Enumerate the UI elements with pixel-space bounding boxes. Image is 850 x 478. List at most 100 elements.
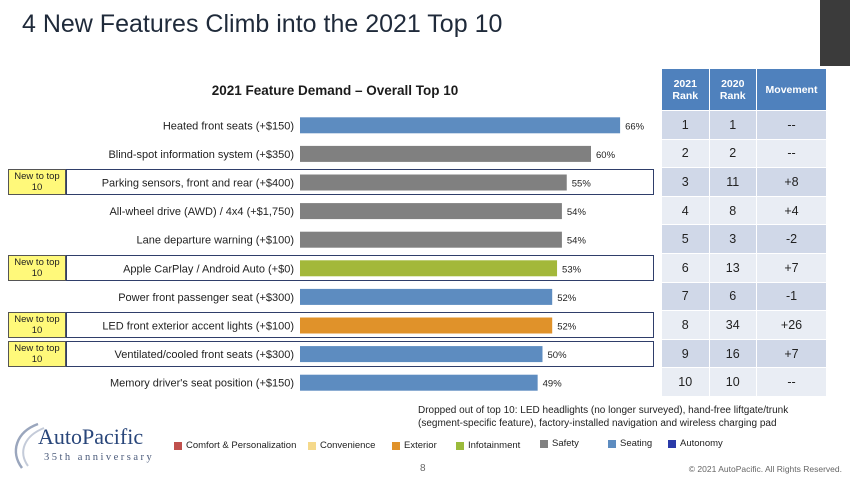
table-row: 3 11 +8 (661, 167, 827, 197)
value-label: 49% (543, 379, 563, 390)
movement-cell: +8 (756, 167, 827, 197)
corner-decoration (820, 0, 850, 66)
rank-2021-cell: 1 (661, 110, 710, 140)
page-number: 8 (420, 463, 426, 474)
movement-cell: -2 (756, 224, 827, 254)
bar (300, 203, 562, 220)
rank-2021-cell: 3 (661, 167, 710, 197)
bar (300, 145, 591, 162)
legend-item: Autonomy (668, 438, 723, 449)
legend-label: Comfort & Personalization (186, 440, 297, 451)
category-label: All-wheel drive (AWD) / 4x4 (+$1,750) (109, 206, 294, 218)
legend-swatch (456, 441, 464, 450)
category-label: Memory driver's seat position (+$150) (110, 378, 294, 390)
rank-2021-cell: 2 (661, 138, 710, 169)
new-to-top10-badge: New to top 10 (8, 312, 66, 339)
rank-2020-cell: 11 (708, 167, 757, 197)
value-label: 53% (562, 264, 582, 275)
category-label: Apple CarPlay / Android Auto (+$0) (123, 263, 294, 275)
legend-item: Comfort & Personalization (174, 440, 296, 451)
value-label: 52% (557, 322, 577, 333)
new-feature-row-frame (66, 169, 654, 196)
rank-2020-cell: 6 (708, 281, 757, 312)
bar (300, 346, 543, 363)
legend-swatch (174, 441, 182, 450)
logo-name: AutoPacific (38, 424, 144, 449)
header-2020-rank: 2020 Rank (708, 68, 757, 111)
new-feature-row-frame (66, 255, 654, 281)
slide-title: 4 New Features Climb into the 2021 Top 1… (22, 10, 503, 38)
category-label: Blind-spot information system (+$350) (108, 149, 294, 161)
value-label: 54% (567, 236, 587, 247)
rank-2020-cell: 34 (708, 310, 757, 340)
movement-cell: +7 (756, 252, 827, 283)
value-label: 66% (625, 121, 645, 132)
table-row: 7 6 -1 (661, 281, 827, 312)
chart-title: 2021 Feature Demand – Overall Top 10 (211, 83, 459, 98)
table-row: 5 3 -2 (661, 224, 827, 254)
value-label: 54% (567, 207, 587, 218)
movement-cell: +4 (756, 195, 827, 226)
rank-2021-cell: 6 (661, 252, 710, 283)
movement-cell: +26 (756, 310, 827, 340)
header-2021-rank: 2021 Rank (661, 68, 710, 111)
new-feature-row-frame (66, 340, 654, 367)
bar (300, 374, 538, 391)
legend-swatch (392, 441, 400, 450)
table-row: 4 8 +4 (661, 195, 827, 226)
bar-chart: Heated front seats (+$150) 66% Blind-spot … (102, 117, 645, 391)
bar (300, 231, 562, 248)
rank-2021-cell: 9 (661, 338, 710, 369)
legend-label: Infotainment (468, 440, 521, 451)
rank-2020-cell: 8 (708, 195, 757, 226)
table-row: 2 2 -- (661, 138, 827, 169)
category-label: Lane departure warning (+$100) (137, 235, 294, 247)
legend-item: Infotainment (456, 440, 520, 451)
movement-cell: -- (756, 110, 827, 140)
table-row: 6 13 +7 (661, 252, 827, 283)
table-row: 8 34 +26 (661, 310, 827, 340)
movement-cell: +7 (756, 338, 827, 369)
rank-2020-cell: 1 (708, 110, 757, 140)
movement-cell: -- (756, 138, 827, 169)
rank-2020-cell: 3 (708, 224, 757, 254)
rank-2021-cell: 5 (661, 224, 710, 254)
table-row: 10 10 -- (661, 367, 827, 397)
movement-cell: -- (756, 367, 827, 397)
rank-2020-cell: 13 (708, 252, 757, 283)
autopacific-logo: AutoPacific 35th anniversary (8, 418, 168, 474)
legend-label: Exterior (404, 440, 437, 451)
value-label: 60% (596, 150, 616, 161)
legend-item: Exterior (392, 440, 437, 451)
legend-swatch (668, 439, 676, 448)
rank-2020-cell: 2 (708, 138, 757, 169)
legend-swatch (608, 439, 616, 448)
value-label: 50% (548, 350, 568, 361)
rank-2021-cell: 10 (661, 367, 710, 397)
new-to-top10-badge: New to top 10 (8, 169, 66, 196)
category-label: Heated front seats (+$150) (163, 120, 294, 132)
legend-item: Seating (608, 438, 652, 449)
legend-label: Safety (552, 438, 579, 449)
new-to-top10-badge: New to top 10 (8, 255, 66, 281)
category-label: Power front passenger seat (+$300) (118, 292, 294, 304)
new-to-top10-badge: New to top 10 (8, 340, 66, 367)
category-label: Parking sensors, front and rear (+$400) (102, 178, 294, 190)
legend-swatch (308, 441, 316, 450)
legend-label: Autonomy (680, 438, 723, 449)
rank-2021-cell: 4 (661, 195, 710, 226)
copyright: © 2021 AutoPacific. All Rights Reserved. (688, 464, 842, 474)
rank-table-body: 1 1 -- 2 2 -- 3 11 +8 4 8 +4 5 3 -2 6 13 +7 7 6 -1 8 34 +26 9 16 +… (661, 110, 827, 397)
legend-label: Convenience (320, 440, 376, 451)
rank-2020-cell: 16 (708, 338, 757, 369)
table-row: 1 1 -- (661, 110, 827, 140)
logo-swoosh-icon (14, 422, 45, 469)
category-label: LED front exterior accent lights (+$100) (102, 321, 294, 333)
movement-cell: -1 (756, 281, 827, 312)
rank-2021-cell: 8 (661, 310, 710, 340)
header-movement: Movement (756, 68, 827, 111)
legend-item: Safety (540, 438, 579, 449)
new-feature-row-frame (66, 312, 654, 339)
table-row: 9 16 +7 (661, 338, 827, 369)
rank-2021-cell: 7 (661, 281, 710, 312)
